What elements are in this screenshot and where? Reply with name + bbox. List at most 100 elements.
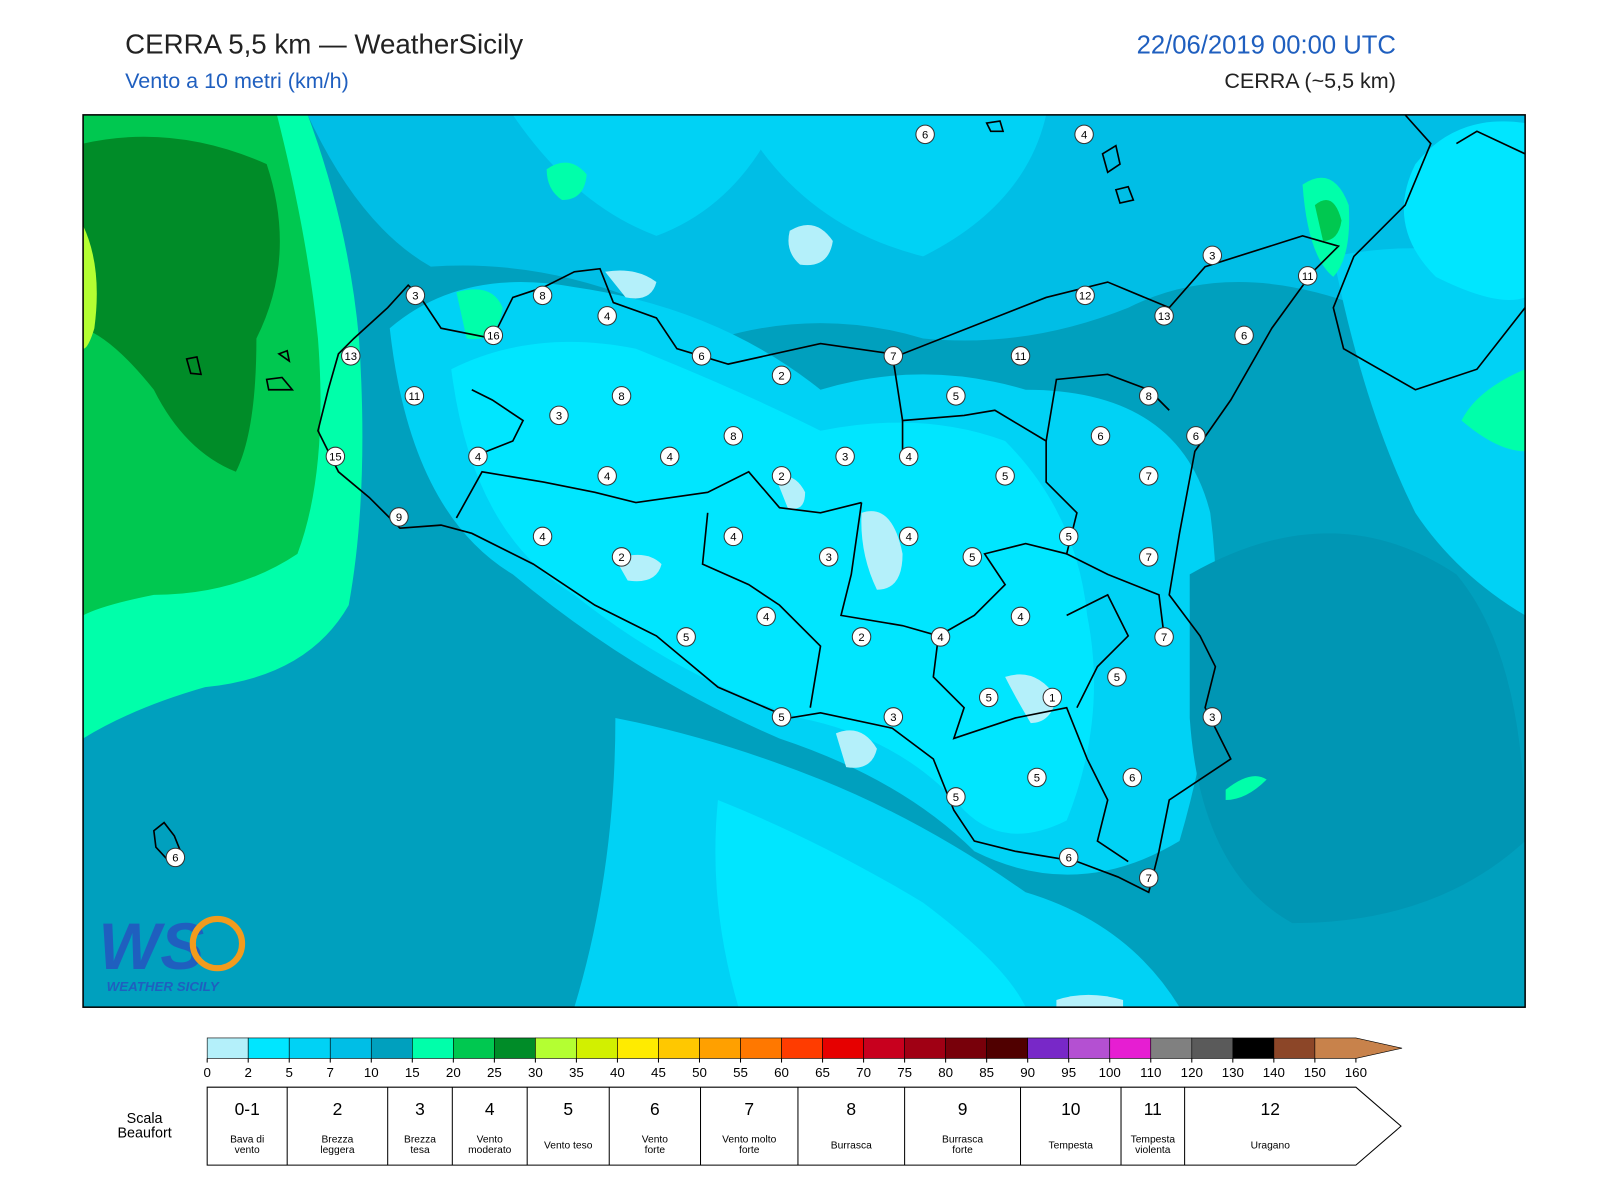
station-marker [404,386,425,406]
beaufort-name: violenta [1135,1145,1171,1156]
colorbar-tick-label: 15 [405,1065,420,1080]
colorbar-segment [1068,1037,1111,1059]
station-value: 2 [778,370,784,382]
colorbar-tick-label: 0 [203,1065,210,1080]
station-marker [818,547,839,567]
station-value: 5 [1034,773,1040,785]
station-value: 4 [604,471,610,483]
colorbar-tick-label: 30 [528,1065,543,1080]
beaufort-label: Beaufort [117,1125,171,1141]
beaufort-force: 7 [744,1099,754,1119]
beaufort-force: 4 [485,1099,495,1119]
station-value: 6 [1193,431,1199,443]
station-value: 7 [1161,632,1167,644]
station-value: 4 [730,532,736,544]
station-marker [1075,285,1095,306]
colorbar-tick-label: 60 [774,1065,789,1080]
beaufort-name: moderato [468,1145,512,1156]
beaufort-name: Burrasca [942,1135,983,1146]
station-marker [1297,266,1318,286]
colorbar-segment [945,1037,987,1059]
station-value: 16 [487,330,500,342]
colorbar-tick-label: 5 [286,1065,293,1080]
beaufort-force: 6 [650,1099,660,1119]
station-value: 2 [778,471,784,483]
station-value: 7 [890,351,896,363]
station-value: 8 [1146,391,1152,403]
station-marker [1138,466,1159,486]
station-marker [756,606,776,627]
beaufort-name: Brezza [404,1135,436,1146]
colorbar-segment [863,1037,905,1059]
colorbar-tick-label: 35 [569,1065,584,1080]
station-marker [946,787,966,807]
colorbar-tick-label: 65 [815,1065,830,1080]
station-value: 8 [730,431,736,443]
datetime: 22/06/2019 00:00 UTC [1137,31,1396,59]
colorbar-arrow [1314,1037,1403,1059]
colorbar-segment [494,1037,536,1059]
colorbar-tick-label: 130 [1222,1065,1244,1080]
station-marker [597,466,617,486]
station-value: 4 [1017,612,1023,624]
colorbar-segment [740,1037,782,1059]
station-marker [1202,245,1223,266]
station-value: 3 [842,452,848,464]
beaufort-force: 11 [1144,1099,1162,1119]
station-value: 3 [826,552,832,564]
station-marker [341,346,361,366]
colorbar-segment [781,1037,823,1059]
station-marker [532,526,553,547]
station-value: 6 [1097,431,1103,443]
station-marker [468,446,488,467]
station-marker [771,466,792,486]
station-marker [597,306,617,326]
colorbar-segment [822,1037,864,1059]
colorbar-segment [329,1037,372,1059]
colorbar-segment [453,1037,495,1059]
colorbar-tick-label: 80 [938,1065,953,1080]
colorbar-tick-label: 50 [692,1065,707,1080]
station-value: 4 [1081,129,1087,141]
colorbar-tick-label: 45 [651,1065,666,1080]
station-value: 13 [1158,311,1171,323]
title: CERRA 5,5 km — WeatherSicily [125,28,523,59]
station-marker [1202,707,1223,727]
colorbar: 0 2 5 7 10 15 20 25 30 35 40 45 50 55 60 65 70 75 80 85 90 95… [203,1037,1403,1080]
station-marker [691,346,712,366]
logo: WS WEATHER SICILY [98,910,246,994]
station-value: 6 [1066,853,1072,865]
beaufort-frame [206,1086,1402,1166]
station-value: 8 [539,290,545,302]
station-value: 4 [475,452,481,464]
station-value: 3 [1209,250,1215,262]
colorbar-tick-label: 110 [1140,1065,1161,1080]
beaufort-name: forte [739,1145,760,1156]
station-marker [389,507,409,527]
station-value: 4 [667,452,673,464]
wind-field [83,114,1526,1008]
colorbar-tick-label: 20 [446,1065,461,1080]
beaufort-force: 9 [958,1099,968,1119]
station-value: 13 [345,351,358,363]
beaufort-name: tesa [410,1145,430,1156]
beaufort-force: 5 [563,1099,573,1119]
station-value: 4 [763,612,769,624]
station-marker [1186,426,1206,446]
station-marker [660,446,680,467]
colorbar-tick-label: 75 [897,1065,912,1080]
colorbar-tick-label: 140 [1263,1065,1285,1080]
beaufort-name: forte [952,1145,973,1156]
beaufort-name: vento [235,1145,260,1156]
station-marker [532,285,553,306]
station-marker [1042,687,1063,708]
station-value: 11 [1302,271,1314,283]
station-value: 7 [1146,552,1152,564]
station-marker [676,627,696,647]
station-value: 6 [922,129,928,141]
station-marker [723,426,744,446]
station-marker [405,285,426,306]
station-marker [930,627,951,647]
